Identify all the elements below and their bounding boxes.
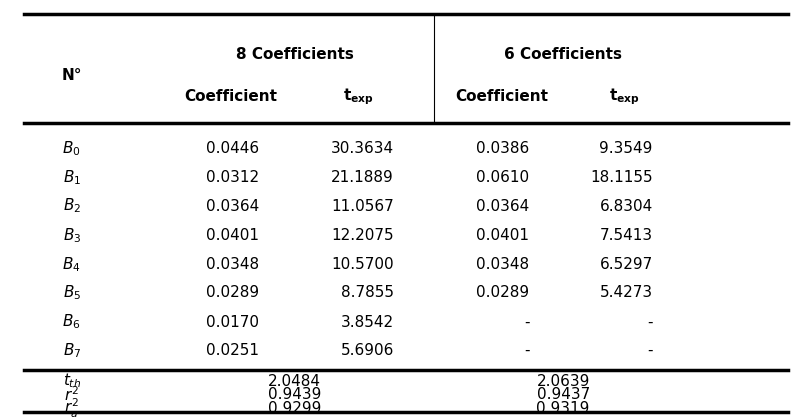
Text: 11.0567: 11.0567 [331,199,393,214]
Text: 0.0348: 0.0348 [205,257,259,272]
Text: 0.0312: 0.0312 [205,170,259,185]
Text: 6.8304: 6.8304 [599,199,652,214]
Text: 0.0401: 0.0401 [205,228,259,243]
Text: 0.0364: 0.0364 [205,199,259,214]
Text: 5.4273: 5.4273 [599,285,652,301]
Text: -: - [646,343,652,358]
Text: $\mathbf{t_{exp}}$: $\mathbf{t_{exp}}$ [609,86,639,107]
Text: 10.5700: 10.5700 [331,257,393,272]
Text: $B_2$: $B_2$ [62,197,81,216]
Text: 0.0170: 0.0170 [205,315,259,329]
Text: -: - [646,315,652,329]
Text: 21.1889: 21.1889 [331,170,393,185]
Text: 0.0386: 0.0386 [475,141,529,156]
Text: $B_3$: $B_3$ [62,226,81,245]
Text: 8 Coefficients: 8 Coefficients [235,47,353,62]
Text: 18.1155: 18.1155 [590,170,652,185]
Text: 8.7855: 8.7855 [341,285,393,301]
Text: 0.0251: 0.0251 [205,343,259,358]
Text: 0.9439: 0.9439 [268,387,321,402]
Text: 5.6906: 5.6906 [341,343,393,358]
Text: $B_4$: $B_4$ [62,255,81,274]
Text: Coefficient: Coefficient [454,89,547,104]
Text: $t_{th}$: $t_{th}$ [62,372,81,390]
Text: 3.8542: 3.8542 [341,315,393,329]
Text: 2.0484: 2.0484 [268,374,320,389]
Text: 30.3634: 30.3634 [331,141,393,156]
Text: 12.2075: 12.2075 [331,228,393,243]
Text: 2.0639: 2.0639 [536,374,589,389]
Text: 9.3549: 9.3549 [599,141,652,156]
Text: 0.0289: 0.0289 [475,285,529,301]
Text: $B_7$: $B_7$ [62,342,81,360]
Text: 0.0401: 0.0401 [476,228,529,243]
Text: 0.9299: 0.9299 [268,400,321,415]
Text: 6.5297: 6.5297 [599,257,652,272]
Text: 0.0610: 0.0610 [475,170,529,185]
Text: 6 Coefficients: 6 Coefficients [504,47,621,62]
Text: Coefficient: Coefficient [184,89,277,104]
Text: 0.0364: 0.0364 [475,199,529,214]
Text: 0.9437: 0.9437 [536,387,589,402]
Text: $B_0$: $B_0$ [62,139,81,158]
Text: $B_6$: $B_6$ [62,313,81,331]
Text: 0.9319: 0.9319 [536,400,589,415]
Text: $B_5$: $B_5$ [62,284,81,302]
Text: $B_1$: $B_1$ [62,168,81,187]
Text: -: - [523,315,529,329]
Text: N°: N° [62,68,82,83]
Text: $r_{a}^{2}$: $r_{a}^{2}$ [64,397,79,418]
Text: $r^{2}$: $r^{2}$ [64,385,79,404]
Text: 0.0446: 0.0446 [205,141,259,156]
Text: 0.0289: 0.0289 [205,285,259,301]
Text: 0.0348: 0.0348 [475,257,529,272]
Text: 7.5413: 7.5413 [599,228,652,243]
Text: $\mathbf{t_{exp}}$: $\mathbf{t_{exp}}$ [342,86,373,107]
Text: -: - [523,343,529,358]
